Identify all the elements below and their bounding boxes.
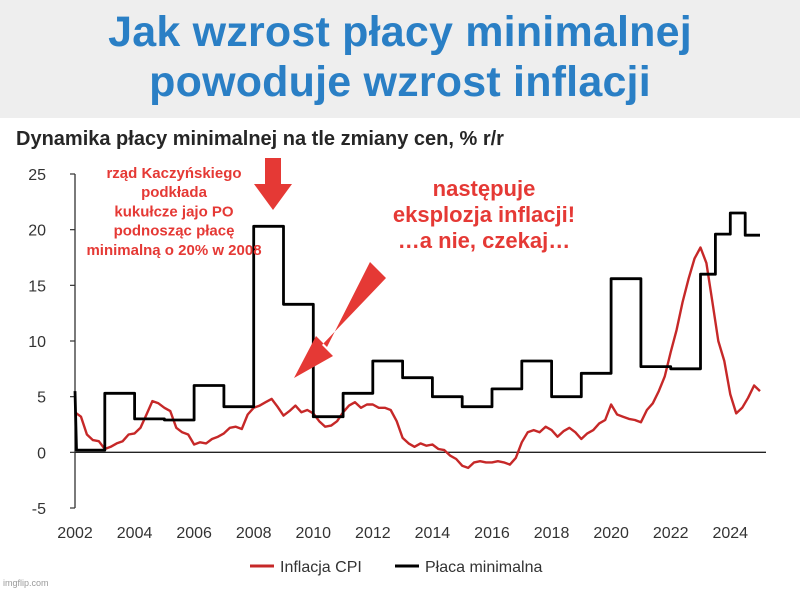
x-tick-label: 2018 [534,525,570,542]
x-tick-label: 2010 [295,525,331,542]
x-tick-label: 2014 [415,525,451,542]
y-tick-label: 10 [28,334,46,351]
meme-title-line-1: Jak wzrost płacy minimalnej [108,8,692,56]
chart-series [73,211,761,470]
x-tick-label: 2012 [355,525,391,542]
chart-axes: -5 0 5 10 15 20 25 2002 2004 2006 2008 2010 2012 2014… [28,167,766,542]
x-tick-label: 2024 [712,525,748,542]
annotation-inflation-line: następuje [433,176,536,201]
y-tick-label: 15 [28,278,46,295]
y-tick-label: 5 [37,390,46,407]
series-line-min-wage [73,211,760,452]
annotation-kaczynski-line: rząd Kaczyńskiego [106,165,241,182]
x-tick-label: 2004 [117,525,153,542]
annotation-kaczynski-line: minimalną o 20% w 2008 [86,242,261,259]
watermark: imgflip.com [3,578,49,588]
x-tick-label: 2006 [176,525,212,542]
y-tick-label: 20 [28,223,46,240]
legend-label: Płaca minimalna [425,559,542,576]
x-tick-label: 2022 [653,525,689,542]
meme-title-line-2: powoduje wzrost inflacji [149,58,651,106]
series-line-cpi [74,246,761,470]
x-tick-label: 2002 [57,525,93,542]
x-tick-label: 2008 [236,525,272,542]
annotation-inflation-line: eksplozja inflacji! [393,202,575,227]
annotation-inflation-line: …a nie, czekaj… [398,228,570,253]
arrow-down-icon [254,158,292,210]
meme-header: Jak wzrost płacy minimalnej powoduje wzr… [0,0,800,118]
arrow-diagonal-icon [294,262,386,378]
y-tick-label: -5 [32,501,46,518]
annotation-kaczynski-line: podkłada [141,184,208,201]
chart-annotations: rząd Kaczyńskiego podkłada kukułcze jajo P… [86,158,575,378]
annotation-kaczynski-line: podnosząc płacę [114,223,235,240]
chart-legend: Inflacja CPI Płaca minimalna [250,559,542,576]
y-tick-label: 0 [37,445,46,462]
annotation-kaczynski-line: kukułcze jajo PO [114,203,234,220]
legend-label: Inflacja CPI [280,559,362,576]
x-tick-label: 2016 [474,525,510,542]
chart-title: Dynamika płacy minimalnej na tle zmiany … [16,128,504,150]
y-tick-label: 25 [28,167,46,184]
x-tick-label: 2020 [593,525,629,542]
